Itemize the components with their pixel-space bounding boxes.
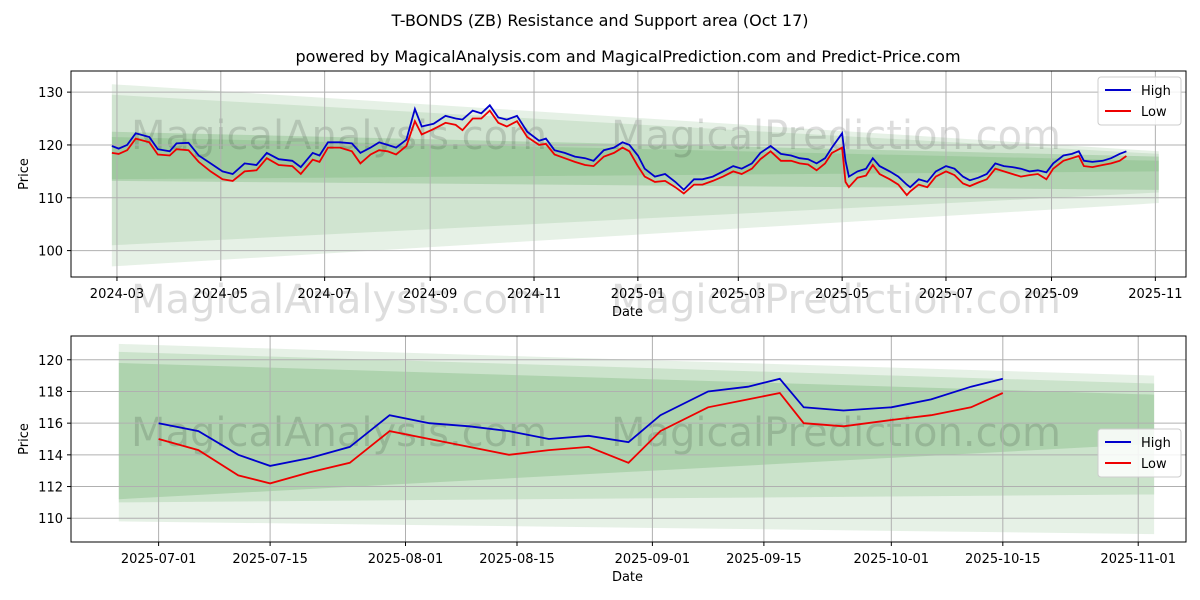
y-tick-label: 118 — [38, 385, 63, 400]
x-tick-label: 2025-09-01 — [615, 552, 691, 567]
y-tick-label: 110 — [38, 192, 63, 207]
watermark-text: MagicalAnalysis.com — [131, 113, 547, 159]
chart-subtitle: powered by MagicalAnalysis.com and Magic… — [295, 47, 960, 66]
watermark-group: MagicalAnalysis.com MagicalPrediction.com… — [131, 113, 1061, 323]
x-tick-label: 2025-07-15 — [232, 552, 308, 567]
x-tick-label: 2025-10-15 — [965, 552, 1041, 567]
x-tick-label: 2025-01 — [611, 287, 665, 302]
legend-label-low: Low — [1141, 457, 1167, 472]
x-tick-label: 2025-08-15 — [479, 552, 555, 567]
x-tick-label: 2025-10-01 — [854, 552, 930, 567]
legend: High Low — [1097, 428, 1182, 478]
x-tick-label: 2024-03 — [90, 287, 144, 302]
series-high-line — [158, 377, 1004, 467]
legend-label-high: High — [1141, 436, 1171, 451]
x-axis-label: Date — [612, 570, 643, 585]
watermark-text: MagicalPrediction.com — [611, 277, 1061, 323]
watermark-text: MagicalPrediction.com — [611, 113, 1061, 159]
x-tick-label: 2024-09 — [403, 287, 457, 302]
series-high-line — [111, 103, 1127, 192]
band-1 — [118, 351, 1155, 503]
x-tick-label: 2025-09 — [1024, 287, 1078, 302]
y-tick-label: 120 — [38, 354, 63, 369]
x-tick-label: 2024-11 — [507, 287, 561, 302]
y-tick-label: 114 — [38, 449, 63, 464]
x-tick-label: 2024-05 — [194, 287, 248, 302]
y-tick-label: 110 — [38, 512, 63, 527]
legend-label-high: High — [1141, 84, 1171, 99]
y-tick-label: 120 — [38, 139, 63, 154]
top-panel: MagicalAnalysis.com MagicalPrediction.com… — [17, 70, 1187, 323]
y-tick-label: 130 — [38, 86, 63, 101]
chart-title: T-BONDS (ZB) Resistance and Support area… — [390, 11, 808, 30]
y-axis-label: Price — [17, 423, 32, 455]
band-3 — [111, 137, 1159, 180]
band-0 — [111, 84, 1159, 267]
x-tick-label: 2025-11 — [1128, 287, 1182, 302]
y-tick-label: 100 — [38, 245, 63, 260]
legend: High Low — [1097, 76, 1182, 126]
x-tick-label: 2025-07-01 — [121, 552, 197, 567]
series-low-line — [111, 109, 1127, 197]
y-tick-label: 116 — [38, 417, 63, 432]
series-lines — [158, 377, 1004, 485]
x-tick-label: 2024-07 — [297, 287, 351, 302]
x-tick-label: 2025-09-15 — [726, 552, 802, 567]
bottom-panel: MagicalAnalysis.com MagicalPrediction.com… — [17, 335, 1187, 585]
x-tick-label: 2025-08-01 — [368, 552, 444, 567]
band-2 — [118, 362, 1155, 500]
series-lines — [111, 103, 1127, 197]
series-low-line — [158, 392, 1004, 485]
legend-label-low: Low — [1141, 105, 1167, 120]
y-axis-label: Price — [17, 158, 32, 190]
band-1 — [111, 94, 1159, 246]
x-axis-label: Date — [612, 305, 643, 320]
x-tick-label: 2025-05 — [815, 287, 869, 302]
support-resistance-bands — [111, 84, 1159, 267]
x-tick-label: 2025-07 — [919, 287, 973, 302]
plot-frame — [70, 70, 1187, 278]
y-tick-label: 112 — [38, 481, 63, 496]
x-tick-label: 2025-03 — [711, 287, 765, 302]
watermark-text: MagicalPrediction.com — [611, 410, 1061, 456]
watermark-text: MagicalAnalysis.com — [131, 277, 547, 323]
plot-frame — [70, 335, 1187, 543]
x-tick-label: 2025-11-01 — [1100, 552, 1176, 567]
